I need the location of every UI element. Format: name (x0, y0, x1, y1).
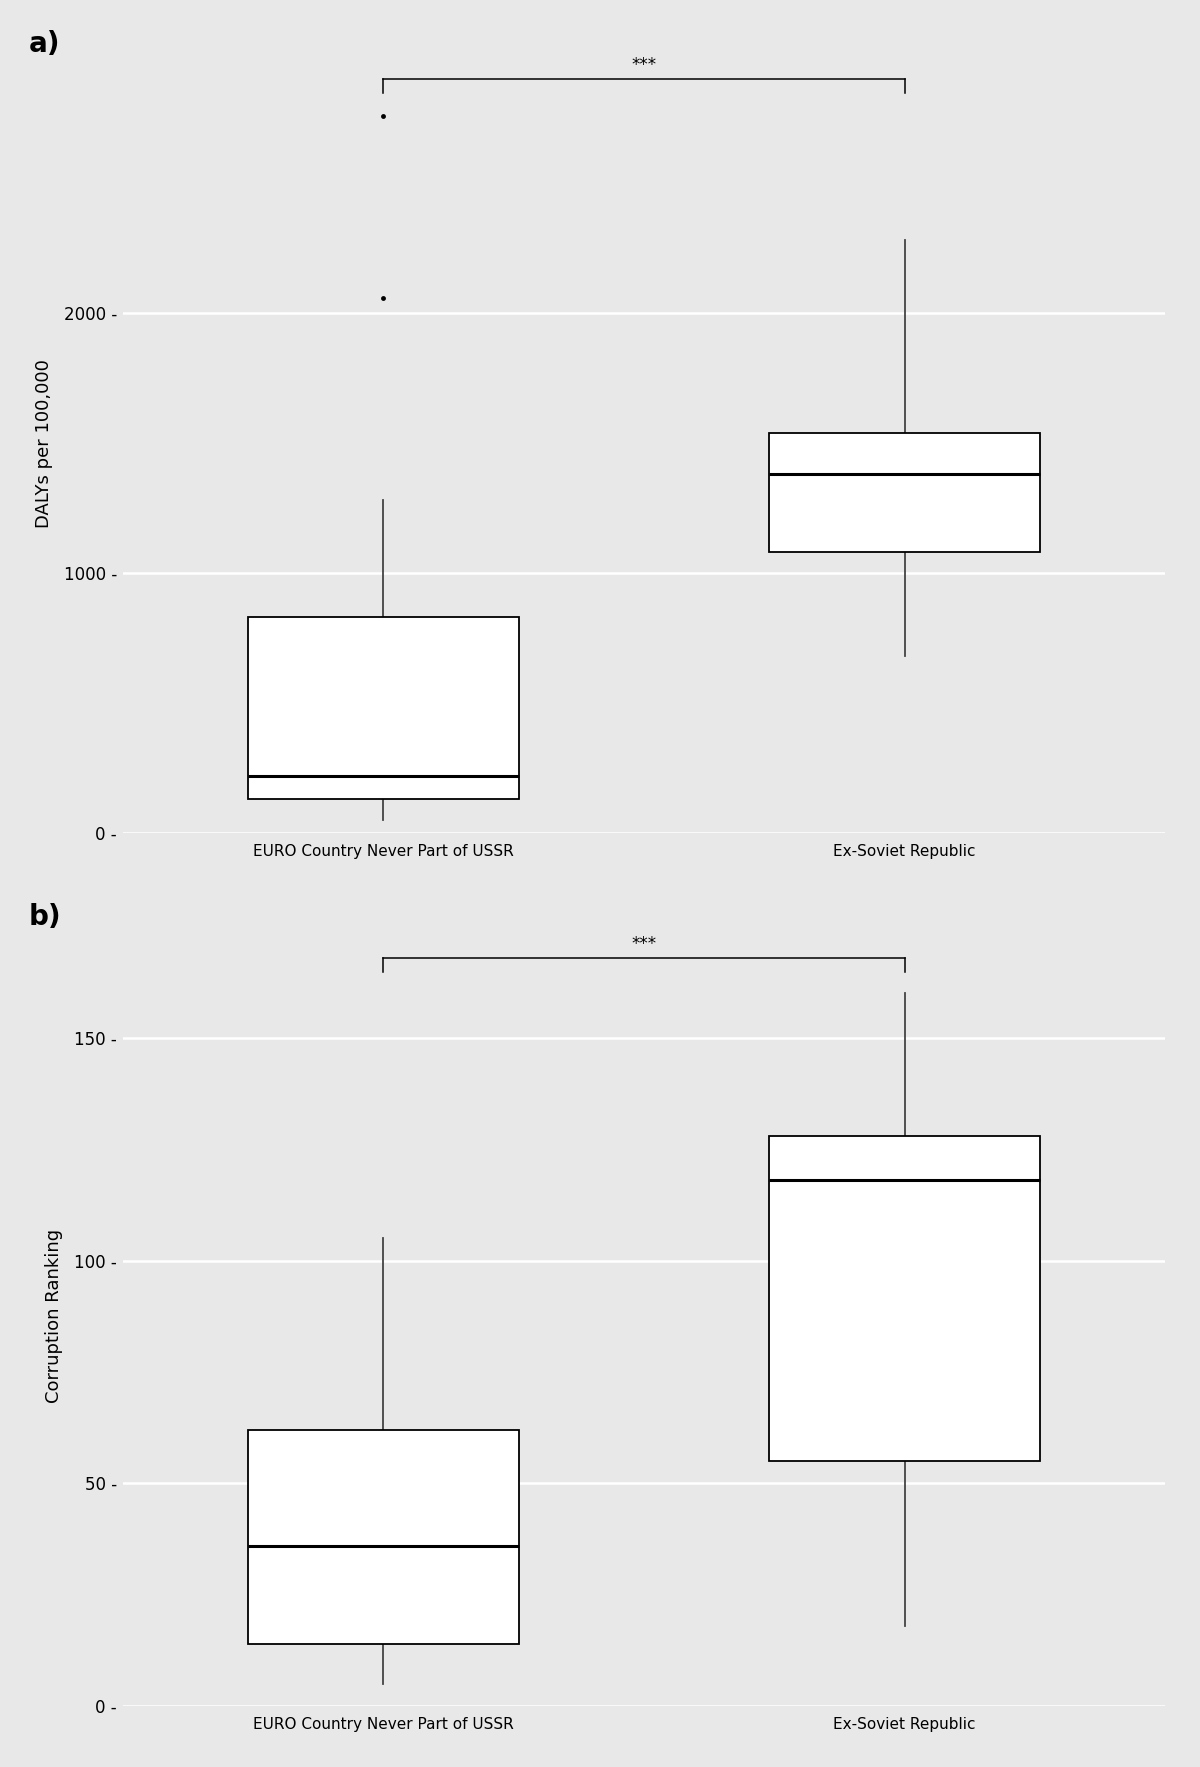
Text: ***: *** (631, 57, 656, 74)
Y-axis label: DALYs per 100,000: DALYs per 100,000 (35, 359, 53, 528)
Bar (769, 433, 1040, 553)
Bar (247, 1430, 518, 1643)
Text: ***: *** (631, 935, 656, 952)
Y-axis label: Corruption Ranking: Corruption Ranking (46, 1230, 64, 1403)
Text: a): a) (29, 30, 60, 58)
Text: b): b) (29, 903, 61, 931)
Bar (247, 617, 518, 799)
Bar (769, 1136, 1040, 1461)
